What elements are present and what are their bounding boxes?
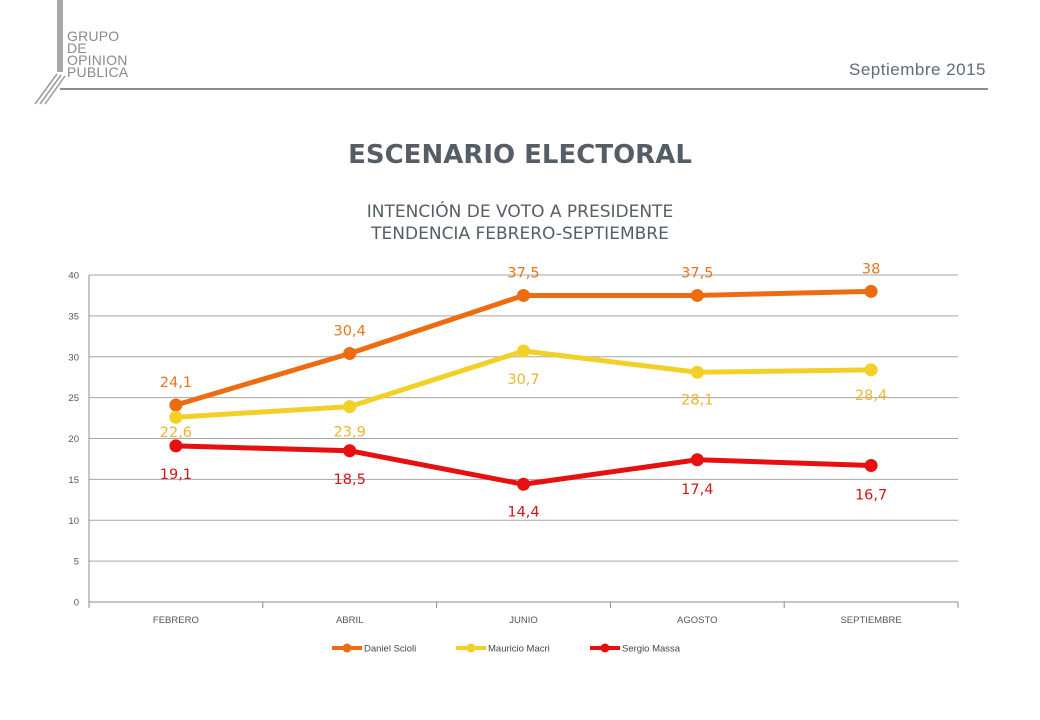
y-tick-label: 5 xyxy=(74,557,79,568)
data-point xyxy=(169,398,183,412)
logo-stroke xyxy=(34,73,58,105)
logo-line: GRUPO xyxy=(67,28,120,44)
x-tick-label: SEPTIEMBRE xyxy=(840,615,901,626)
chart-subtitle-line2: TENDENCIA FEBRERO-SEPTIEMBRE xyxy=(371,224,669,244)
logo-wordmark: GRUPO DE OPINION PUBLICA xyxy=(67,28,129,80)
legend-entry: Daniel Scioli xyxy=(364,644,416,655)
logo-line: DE xyxy=(67,40,87,56)
legend-entry: Sergio Massa xyxy=(622,644,681,655)
y-tick-label: 20 xyxy=(68,434,79,445)
data-label: 19,1 xyxy=(160,467,192,483)
data-point xyxy=(517,344,530,358)
x-tick-label: JUNIO xyxy=(509,615,538,626)
data-label: 30,7 xyxy=(507,372,539,388)
data-point xyxy=(690,288,704,302)
logo-line: OPINION xyxy=(67,52,128,68)
logo-bar xyxy=(57,0,63,72)
logo-line: PUBLICA xyxy=(67,64,129,80)
logo xyxy=(34,0,66,105)
data-point xyxy=(517,477,530,491)
report-date: Septiembre 2015 xyxy=(849,60,986,79)
x-tick-label: FEBRERO xyxy=(153,615,199,626)
data-label: 38 xyxy=(862,261,880,277)
x-tick-label: ABRIL xyxy=(336,615,363,626)
data-point xyxy=(169,410,183,424)
y-tick-label: 30 xyxy=(68,352,79,363)
data-point xyxy=(864,284,878,298)
data-label: 24,1 xyxy=(160,375,192,391)
data-point xyxy=(169,439,183,453)
header-divider xyxy=(60,88,988,90)
data-point xyxy=(343,346,357,360)
y-tick-label: 0 xyxy=(74,598,79,609)
legend-swatch-marker xyxy=(342,643,352,653)
data-point xyxy=(343,400,357,414)
data-point xyxy=(690,365,704,379)
y-tick-label: 40 xyxy=(68,271,79,282)
data-point xyxy=(343,444,357,458)
page-title: ESCENARIO ELECTORAL xyxy=(348,140,692,170)
data-label: 23,9 xyxy=(334,425,366,441)
data-point xyxy=(690,453,704,467)
data-point xyxy=(864,363,878,377)
legend-entry: Mauricio Macri xyxy=(488,644,550,655)
data-point xyxy=(517,288,530,302)
data-label: 22,6 xyxy=(160,425,192,441)
data-label: 16,7 xyxy=(855,487,887,503)
data-label: 37,5 xyxy=(507,265,539,281)
data-point xyxy=(864,458,878,472)
chart-subtitle-line1: INTENCIÓN DE VOTO A PRESIDENTE xyxy=(366,202,674,222)
legend-swatch-marker xyxy=(466,643,476,653)
data-label: 30,4 xyxy=(334,323,366,339)
data-label: 28,4 xyxy=(855,388,887,404)
data-label: 37,5 xyxy=(681,265,713,281)
y-tick-label: 25 xyxy=(68,393,79,404)
y-tick-label: 10 xyxy=(68,516,79,527)
x-tick-label: AGOSTO xyxy=(677,615,717,626)
data-label: 17,4 xyxy=(681,482,713,498)
legend-swatch-marker xyxy=(600,643,610,653)
y-tick-label: 35 xyxy=(68,311,79,322)
logo-stroke xyxy=(39,74,62,105)
data-label: 18,5 xyxy=(334,472,366,488)
data-label: 14,4 xyxy=(507,504,539,520)
y-tick-label: 15 xyxy=(68,475,79,486)
data-label: 28,1 xyxy=(681,392,713,408)
logo-stroke xyxy=(44,75,66,105)
